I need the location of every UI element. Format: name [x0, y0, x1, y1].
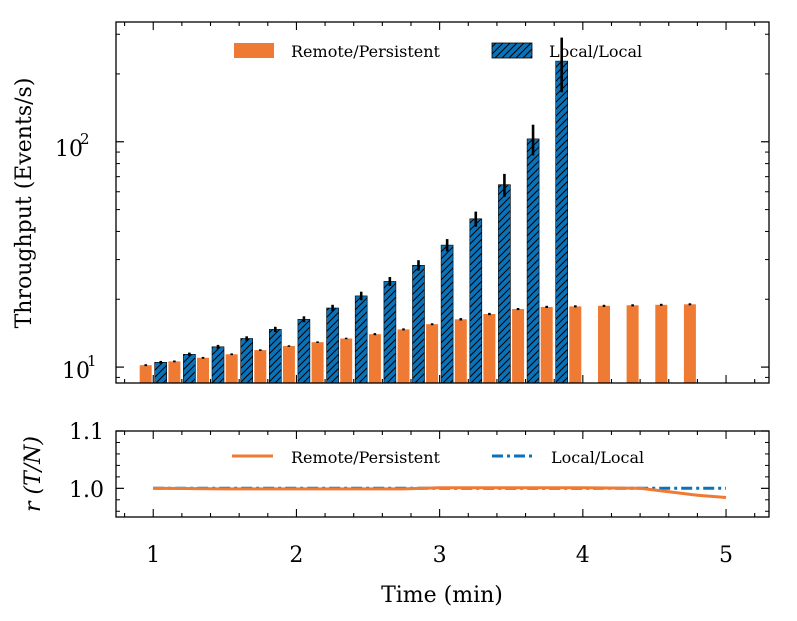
- bar-remote-persistent: [254, 350, 267, 383]
- bar-local-local: [555, 60, 569, 384]
- bar-remote-persistent: [683, 304, 696, 383]
- throughput-ytick-label-1: 10 1: [62, 352, 97, 384]
- bar-remote-persistent: [626, 305, 639, 383]
- throughput-axes-frame: [115, 21, 770, 384]
- ratio-ticks: [116, 430, 769, 517]
- ratio-ylabel-rest: (T/N): [21, 436, 46, 495]
- ytick-exponent: 1: [87, 352, 97, 370]
- legend-label-local-local: Local/Local: [551, 448, 644, 467]
- bar-remote-persistent: [397, 329, 410, 383]
- ratio-ylabel-var: r: [21, 500, 46, 512]
- bar-remote-persistent: [655, 304, 668, 383]
- legend-swatch-remote-persistent: [234, 43, 274, 58]
- throughput-ytick-label-2: 10 2: [55, 130, 90, 162]
- bar-local-local: [154, 361, 167, 384]
- bar-remote-persistent: [569, 306, 582, 383]
- bar-remote-persistent: [540, 306, 553, 383]
- bar-remote-persistent: [197, 357, 209, 383]
- bar-remote-persistent: [512, 309, 525, 383]
- bar-local-local: [412, 264, 425, 384]
- bar-local-local: [440, 244, 454, 384]
- series-line-remote-persistent: [153, 486, 727, 499]
- bar-remote-persistent: [454, 319, 467, 383]
- bar-remote-persistent: [139, 365, 152, 383]
- legend-label-remote-persistent: Remote/Persistent: [291, 42, 441, 61]
- xtick-label: 2: [289, 543, 303, 568]
- ratio-lines: [153, 486, 727, 499]
- legend-label-remote-persistent: Remote/Persistent: [291, 448, 441, 467]
- bar-remote-persistent: [483, 314, 496, 383]
- throughput-ticks: [116, 22, 769, 383]
- bar-remote-persistent: [311, 342, 324, 383]
- bar-local-local: [326, 307, 339, 384]
- throughput-error-bars: [144, 37, 692, 367]
- bar-remote-persistent: [340, 338, 353, 383]
- bar-remote-persistent: [225, 354, 238, 383]
- legend-swatch-local-local: [491, 42, 533, 59]
- bar-remote-persistent: [168, 361, 181, 383]
- bar-local-local: [211, 346, 225, 384]
- ratio-xtick-labels: 1 2 3 4 5: [146, 543, 733, 568]
- legend-label-local-local: Local/Local: [549, 42, 642, 61]
- throughput-bars: [139, 60, 696, 384]
- bar-local-local: [383, 281, 397, 384]
- ratio-ylabel: r (T/N): [21, 436, 46, 512]
- bar-local-local: [469, 218, 483, 384]
- xtick-label: 1: [146, 543, 160, 568]
- ratio-legend: Remote/Persistent Local/Local: [232, 448, 644, 467]
- bar-local-local: [268, 329, 282, 384]
- xtick-label: 3: [433, 543, 447, 568]
- ytick-mantissa: 10: [62, 359, 90, 384]
- xtick-label: 5: [719, 543, 733, 568]
- bar-remote-persistent: [426, 324, 439, 383]
- ytick-exponent: 2: [80, 130, 90, 148]
- ytick-mantissa: 10: [55, 137, 83, 162]
- svg-text:r (T/N): r (T/N): [21, 436, 46, 512]
- bar-remote-persistent: [598, 305, 610, 383]
- throughput-panel: 10 1 10 2 Throughput (Events/s) Remote/P…: [12, 21, 770, 384]
- ratio-axes-frame: [115, 430, 770, 518]
- bar-local-local: [240, 338, 253, 384]
- xtick-label: 4: [576, 543, 590, 568]
- bar-remote-persistent: [282, 346, 295, 383]
- ratio-xlabel: Time (min): [381, 583, 503, 608]
- bar-local-local: [526, 138, 540, 384]
- ratio-ytick-label-2: 1.1: [69, 420, 104, 445]
- ratio-panel: 1.0 1.1 r (T/N) 1 2 3 4 5 Time (min) Remote/…: [21, 420, 770, 608]
- bar-local-local: [498, 184, 511, 384]
- throughput-legend: Remote/Persistent Local/Local: [234, 42, 642, 61]
- bar-local-local: [354, 295, 368, 384]
- throughput-ylabel: Throughput (Events/s): [12, 78, 37, 329]
- bar-local-local: [297, 318, 311, 384]
- bar-remote-persistent: [368, 334, 381, 383]
- bar-local-local: [183, 353, 196, 384]
- ratio-ytick-label-1: 1.0: [69, 478, 104, 503]
